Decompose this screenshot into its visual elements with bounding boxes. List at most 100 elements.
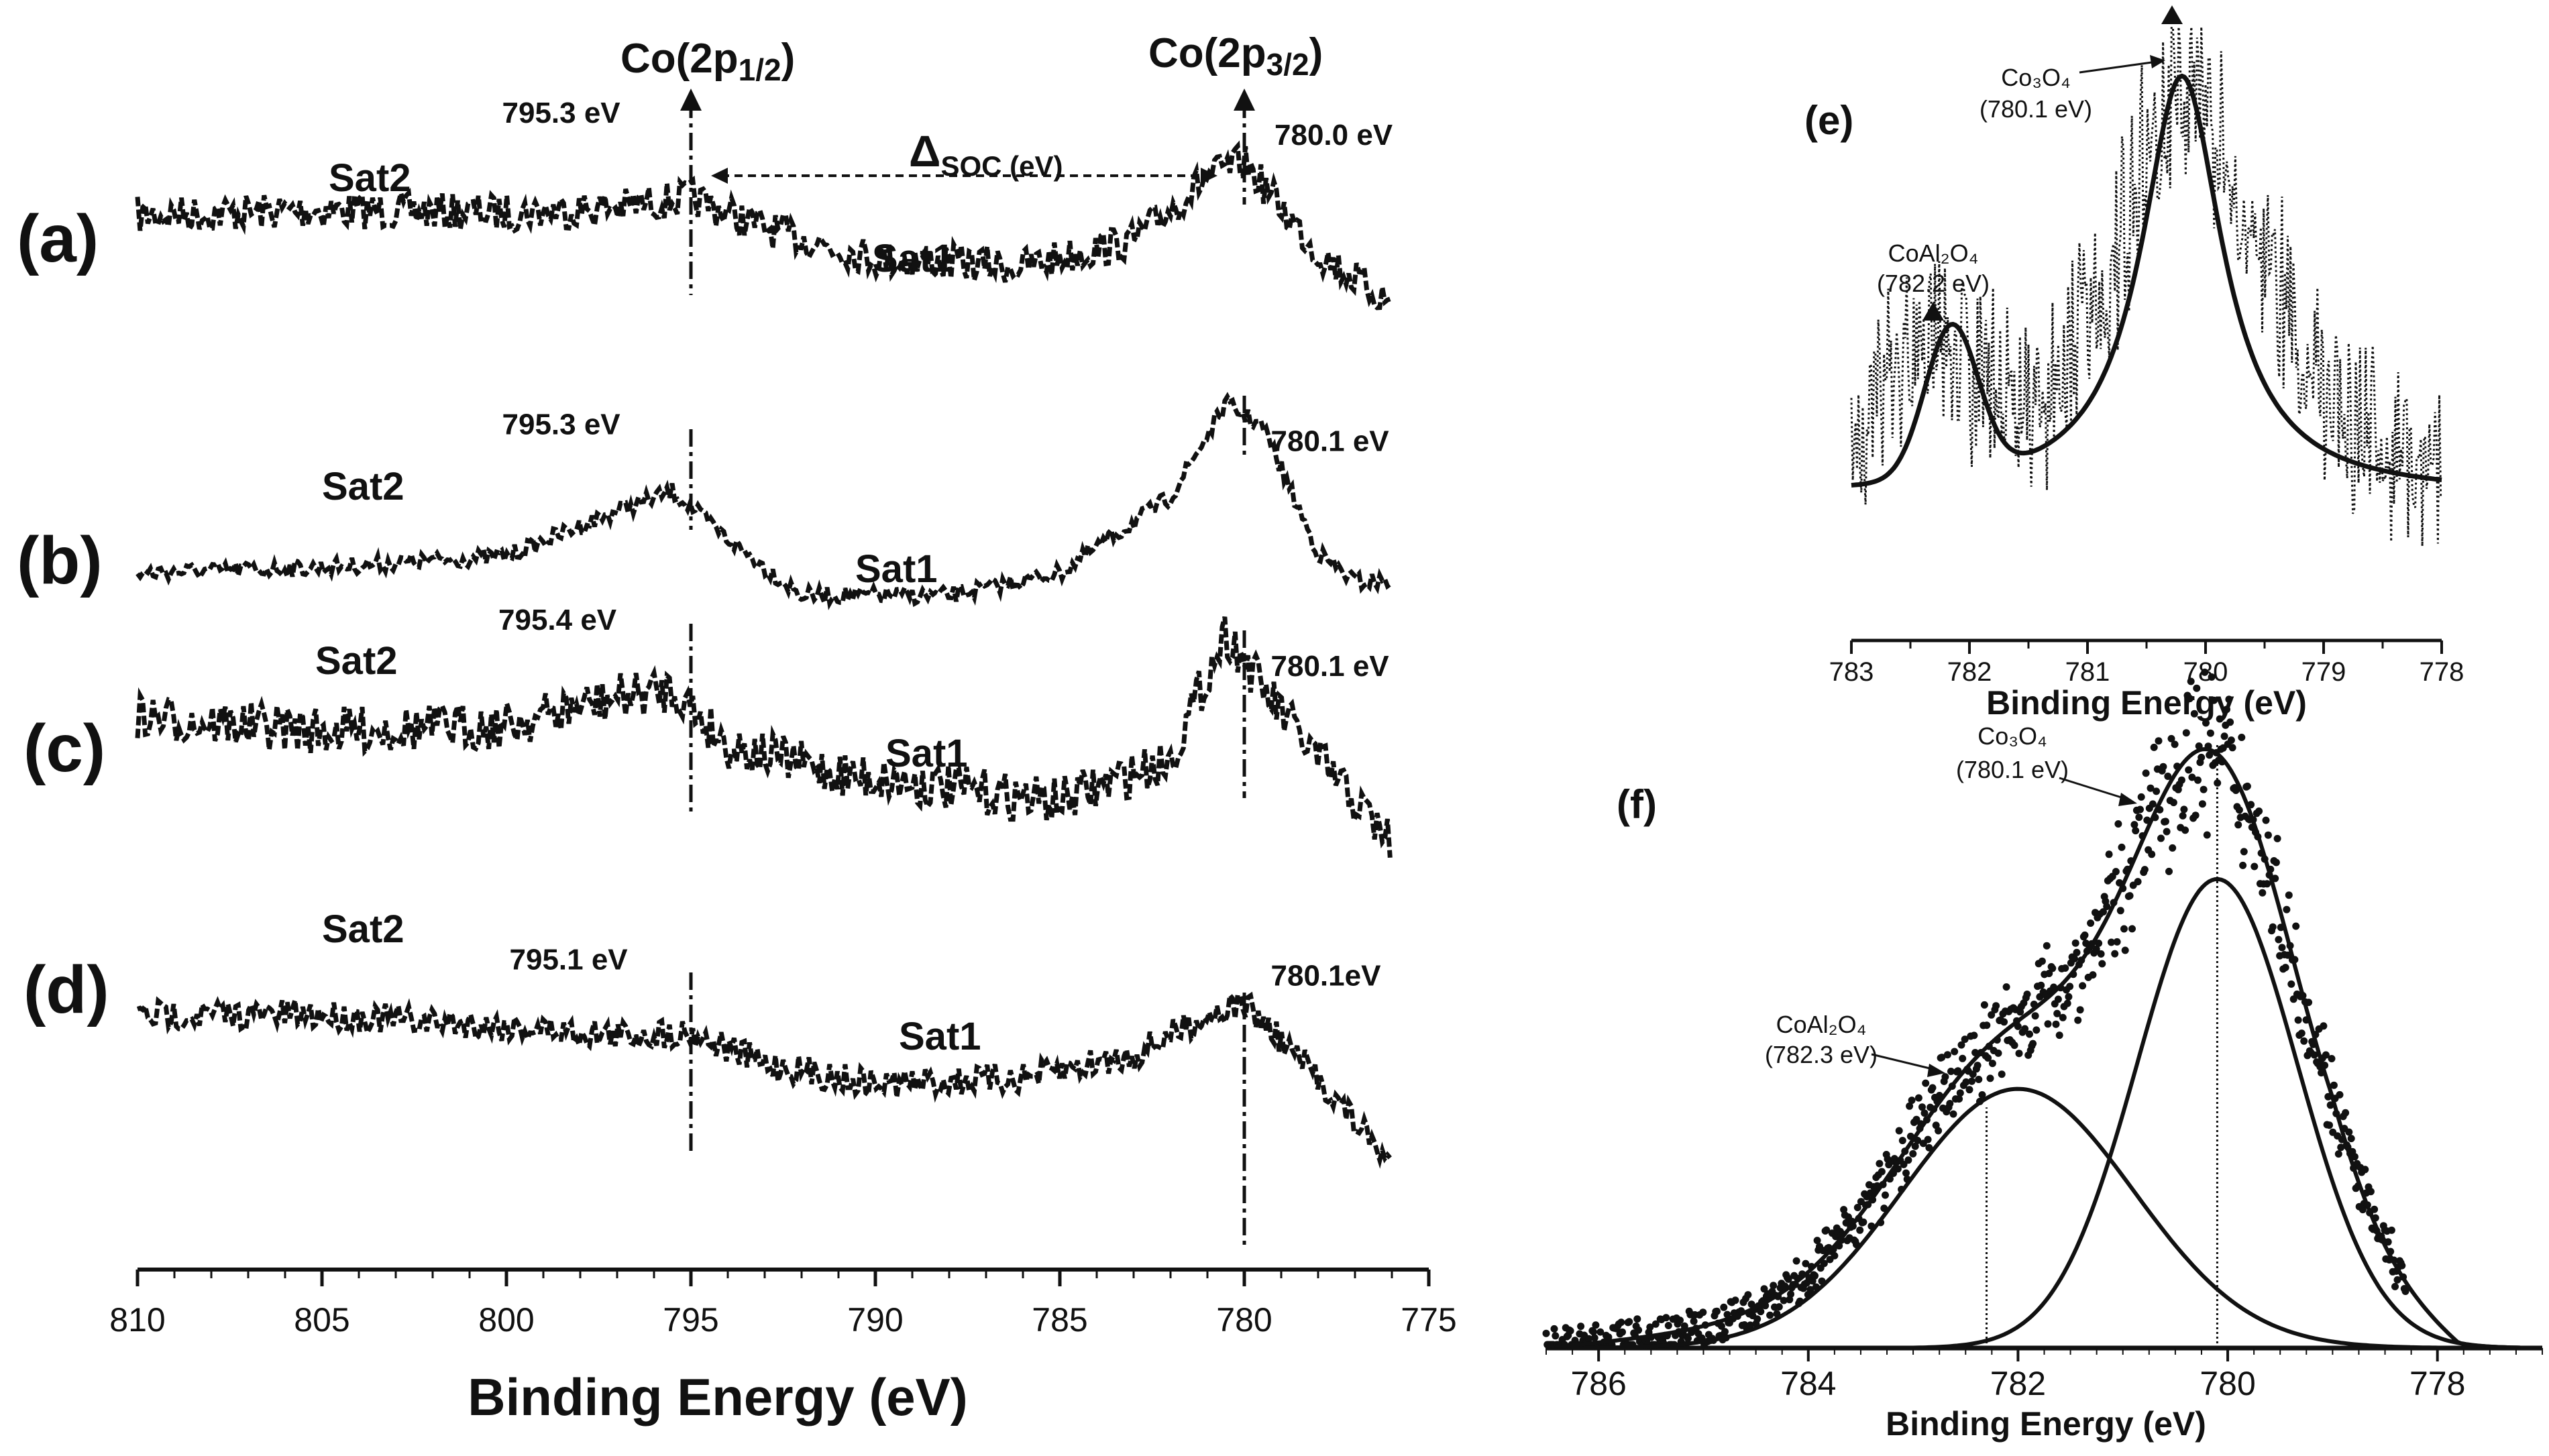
panel-e-x-axis-label: Binding Energy (eV) bbox=[1986, 684, 2307, 722]
panel-f-data-point bbox=[2111, 950, 2119, 958]
panel-f-data-point bbox=[2155, 737, 2163, 745]
peak-label: 780.1 eV bbox=[1271, 650, 1390, 683]
panel-f-data-point bbox=[2228, 744, 2236, 752]
panel-f-data-point bbox=[1596, 1328, 1605, 1336]
panel-f-data-point bbox=[2169, 844, 2177, 852]
panel-f-data-point bbox=[2165, 867, 2173, 875]
panel-f-data-point bbox=[2206, 751, 2214, 759]
panel-f-data-point bbox=[2216, 715, 2224, 723]
sat1-label: Sat1 bbox=[855, 547, 938, 591]
panel-f-coal2o4-pointer-head bbox=[1927, 1064, 1945, 1077]
panel-f-data-point bbox=[2227, 736, 2235, 744]
panel-f-data-point bbox=[2177, 776, 2185, 784]
panel-f-data-point bbox=[1813, 1237, 1821, 1245]
panel-f-data-point bbox=[1951, 1048, 1959, 1056]
delta-arrow-right-head bbox=[1201, 168, 1217, 184]
main-panel: 810 805 800 795 790 785 780 775 (a) 795.3 eV 780.… bbox=[17, 30, 1457, 1426]
panel-f-data-point bbox=[1975, 1076, 1983, 1083]
panel-f-data-point bbox=[1856, 1226, 1864, 1234]
panel-f-data-point bbox=[2239, 861, 2247, 869]
peak-label: 795.4 eV bbox=[498, 604, 617, 636]
main-x-tick-label: 775 bbox=[1401, 1301, 1456, 1339]
panel-f-data-point bbox=[2283, 905, 2291, 913]
panel-f-data-point bbox=[2153, 787, 2161, 795]
panel-f-data-point bbox=[2240, 848, 2248, 856]
panel-f-x-axis-label: Binding Energy (eV) bbox=[1886, 1405, 2206, 1443]
panel-f-data-point bbox=[2200, 785, 2208, 793]
panel-f-data-point bbox=[2081, 931, 2089, 939]
panel-f-data-point bbox=[1876, 1160, 1884, 1168]
panel-f-data-point bbox=[1943, 1051, 1951, 1059]
panel-f-data-point bbox=[2203, 831, 2211, 839]
panel-f-data-point bbox=[1947, 1068, 1955, 1075]
panel-f-data-point bbox=[2226, 718, 2234, 726]
panel-f-data-point bbox=[2187, 677, 2195, 685]
main-x-tick-label: 800 bbox=[478, 1301, 534, 1339]
co-2p-3-2-label: Co(2p3/2) bbox=[1148, 30, 1323, 82]
panel-f-co3o4-value: (780.1 eV) bbox=[1956, 756, 2069, 783]
panel-f-data-point bbox=[2272, 858, 2280, 866]
panel-f-data-point bbox=[1920, 1109, 1929, 1117]
panel-f-data-point bbox=[1731, 1296, 1739, 1304]
panel-f-data-point bbox=[2391, 1282, 2399, 1290]
panel-e-co3o4-value: (780.1 eV) bbox=[1979, 95, 2092, 123]
reference-arrow-head bbox=[680, 89, 702, 111]
panel-f-data-point bbox=[2193, 684, 2201, 692]
panel-f-data-point bbox=[1775, 1303, 1783, 1311]
peak-label: 780.0 eV bbox=[1274, 119, 1393, 152]
panel-f-data-point bbox=[1922, 1079, 1930, 1087]
sat2-label: Sat2 bbox=[329, 156, 411, 200]
panel-f-data-point bbox=[2398, 1262, 2406, 1270]
panel-f-data-point bbox=[2255, 807, 2263, 815]
panel-f-co3o4-pointer-head bbox=[2118, 793, 2137, 806]
main-x-tick-label: 805 bbox=[294, 1301, 349, 1339]
main-series-group: (a) 795.3 eV 780.0 eV Sat2 Sat1 (b) 795.3 eV 78… bbox=[17, 97, 1393, 1169]
panel-f-data-point bbox=[1959, 1054, 1967, 1062]
panel-f-data-point bbox=[2336, 1090, 2344, 1099]
panel-f-data-point bbox=[1770, 1282, 1778, 1290]
panel-f-data-point bbox=[1955, 1095, 1963, 1103]
panel-f-coal2o4-pointer bbox=[1871, 1053, 1936, 1071]
panel-f-data-point bbox=[2021, 1025, 2029, 1033]
main-x-axis-label: Binding Energy (eV) bbox=[468, 1367, 967, 1426]
panel-f-data-point bbox=[1619, 1328, 1626, 1336]
panel-f-data-point bbox=[1552, 1332, 1560, 1340]
panel-f-data-point bbox=[1566, 1327, 1574, 1335]
panel-f-data-point bbox=[1949, 1110, 1957, 1118]
panel-f-data-point bbox=[2169, 799, 2177, 807]
panel-f-data-point bbox=[1757, 1308, 1765, 1316]
panel-f-data-point bbox=[1961, 1035, 1969, 1044]
panel-f-data-point bbox=[1978, 1091, 1986, 1099]
panel-e-x-tick-label: 783 bbox=[1829, 657, 1874, 687]
panel-f-data-point bbox=[1585, 1335, 1593, 1343]
panel-f-data-point bbox=[2185, 766, 2193, 774]
panel-f-data-point bbox=[2367, 1188, 2375, 1196]
panel-f-data-point bbox=[2330, 1081, 2338, 1089]
panel-f-data-point bbox=[1720, 1303, 1728, 1311]
panel-f-data-point bbox=[2015, 1050, 2023, 1058]
panel-f-data-point bbox=[2066, 983, 2074, 991]
panel-f-data-point bbox=[1831, 1251, 1839, 1259]
panel-f-data-point bbox=[1617, 1319, 1625, 1327]
panel-f-data-point bbox=[1787, 1290, 1794, 1298]
panel-f-data-point bbox=[1662, 1314, 1670, 1322]
panel-f-data-point bbox=[1914, 1094, 1922, 1102]
main-x-tick-label: 780 bbox=[1216, 1301, 1272, 1339]
panel-f-data-point bbox=[2098, 960, 2106, 968]
panel-f-data-point bbox=[1646, 1323, 1654, 1331]
panel-f-data-point bbox=[1690, 1317, 1698, 1325]
panel-f-data-point bbox=[2393, 1276, 2401, 1284]
panel-f-data-point bbox=[1980, 1001, 1988, 1009]
panel-f-data-point bbox=[2002, 983, 2010, 991]
panel-e-coal2o4-arrow bbox=[1922, 302, 1944, 321]
panel-f-data-point bbox=[2401, 1288, 2409, 1295]
panel-f-x-tick-label: 778 bbox=[2409, 1365, 2465, 1402]
panel-f-data-point bbox=[2163, 828, 2171, 836]
panel-f-data-point bbox=[1935, 1127, 1943, 1135]
panel-f-envelope bbox=[1566, 746, 2521, 1350]
panel-f-data-point bbox=[2071, 939, 2079, 947]
panel-f-data-point bbox=[2273, 834, 2281, 842]
panel-f-data-point bbox=[2320, 1022, 2328, 1030]
panel-f-data-point bbox=[2054, 995, 2062, 1003]
sat2-label: Sat2 bbox=[322, 465, 404, 508]
